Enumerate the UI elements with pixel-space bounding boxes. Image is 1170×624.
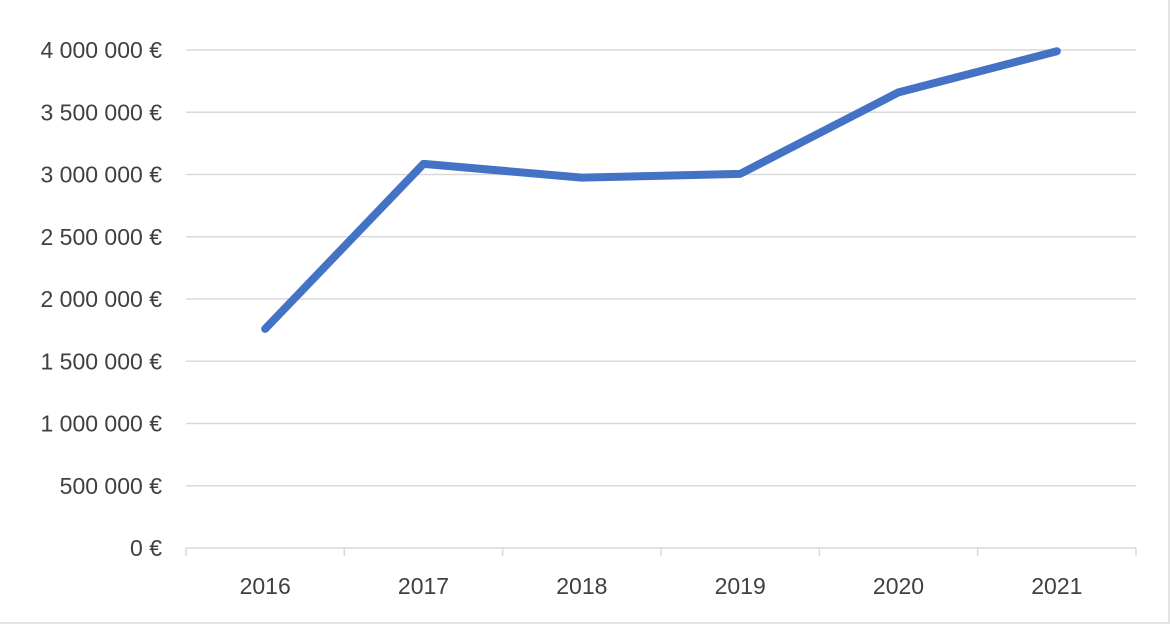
y-tick-label: 500 000 € bbox=[60, 473, 163, 499]
x-tick-label: 2018 bbox=[556, 573, 607, 599]
series-line bbox=[261, 47, 1061, 333]
y-tick-label: 1 500 000 € bbox=[40, 348, 162, 374]
y-tick-label: 1 000 000 € bbox=[40, 411, 162, 437]
y-tick-label: 4 000 000 € bbox=[40, 37, 162, 63]
y-tick-label: 0 € bbox=[130, 535, 162, 561]
x-tick-label: 2016 bbox=[240, 573, 291, 599]
x-tick-label: 2017 bbox=[398, 573, 449, 599]
x-tick-label: 2019 bbox=[715, 573, 766, 599]
x-axis-tick-labels: 2016 2017 2018 2019 2020 2021 bbox=[240, 573, 1083, 599]
series-layer bbox=[261, 47, 1061, 333]
x-axis bbox=[185, 547, 1137, 556]
y-axis-tick-labels: 0 € 500 000 € 1 000 000 € 1 500 000 € 2 000 … bbox=[40, 37, 162, 561]
y-tick-label: 3 500 000 € bbox=[40, 99, 162, 125]
y-tick-label: 3 000 000 € bbox=[40, 162, 162, 188]
x-tick-label: 2021 bbox=[1031, 573, 1082, 599]
y-tick-label: 2 000 000 € bbox=[40, 286, 162, 312]
y-tick-label: 2 500 000 € bbox=[40, 224, 162, 250]
x-tick-label: 2020 bbox=[873, 573, 924, 599]
